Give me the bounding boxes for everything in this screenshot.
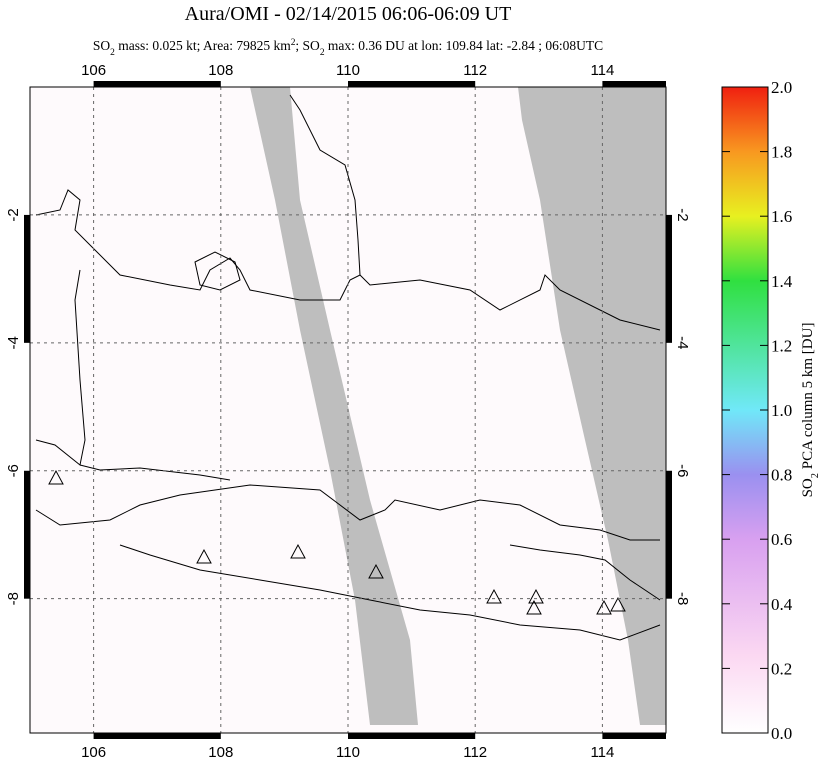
x-tick-label: 106 [81, 744, 106, 759]
colorbar-tick-label: 0.8 [771, 466, 792, 485]
y-tick-label: -2 [5, 208, 22, 221]
map-area [29, 86, 667, 734]
x-tick-label: 108 [208, 744, 233, 759]
colorbar-tick-label: 0.6 [771, 530, 792, 549]
colorbar-tick-label: 2.0 [771, 78, 792, 97]
coastline [35, 484, 660, 541]
colorbar-tick-label: 1.4 [771, 272, 793, 291]
colorbar-tick-label: 1.8 [771, 143, 792, 162]
colorbar-tick-label: 1.2 [771, 336, 792, 355]
x-tick-label: 110 [336, 744, 360, 759]
frame-bar [602, 733, 666, 739]
coastline [35, 189, 661, 331]
coastline [35, 269, 86, 466]
frame-bar [93, 81, 221, 87]
coastline [289, 94, 361, 276]
y-tick-label: -8 [674, 592, 691, 605]
volcano-markers [48, 469, 626, 615]
colorbar-tick-label: 0.4 [771, 595, 793, 614]
colorbar-axis: 0.0 0.2 0.4 0.6 0.8 1.0 1.2 1.4 1.6 1.8 2.0 [722, 78, 793, 743]
coastline [119, 544, 661, 641]
y-tick-label: -8 [5, 592, 22, 605]
y-tick-label: -6 [5, 464, 22, 477]
y-tick-label: -4 [674, 336, 691, 349]
x-tick-label: 114 [590, 744, 614, 759]
coastline [79, 464, 231, 481]
frame-bar [666, 470, 672, 599]
map-margin [30, 725, 666, 733]
text-segment: 2 [320, 48, 325, 58]
text-segment: ; SO [295, 38, 320, 53]
frame-bar [24, 214, 30, 343]
colorbar-tick-label: 1.6 [771, 207, 792, 226]
x-tick-label: 114 [590, 62, 614, 79]
y-tick-label: -4 [5, 336, 22, 349]
chart-subtitle: SO2 mass: 0.025 kt; Area: 79825 km2; SO2… [93, 38, 603, 58]
y-tick-label: -2 [674, 208, 691, 221]
text-segment: SO [93, 38, 111, 53]
text-segment: max: 0.36 DU at lon: 109.84 lat: -2.84 ;… [325, 38, 604, 53]
colorbar-label: SO2 PCA column 5 km [DU] [800, 323, 821, 498]
x-tick-label: 110 [336, 62, 360, 79]
text-segment: 2 [810, 473, 821, 478]
coastline [194, 251, 241, 291]
text-segment: 2 [291, 38, 296, 48]
colorbar-tick-label: 1.0 [771, 401, 792, 420]
frame-bar [348, 81, 476, 87]
x-tick-label: 112 [463, 62, 487, 79]
frame-bar [666, 214, 672, 343]
frame-bar [24, 470, 30, 599]
colorbar-tick-label: 0.0 [771, 724, 792, 743]
frame-bar [348, 733, 476, 739]
text-segment: 2 [110, 48, 115, 58]
frame-bar [602, 81, 666, 87]
coastline [509, 544, 661, 601]
colorbar-tick-label: 0.2 [771, 659, 792, 678]
text-segment: mass: 0.025 kt; Area: 79825 km [115, 38, 291, 53]
x-tick-label: 106 [81, 62, 106, 79]
chart-title: Aura/OMI - 02/14/2015 06:06-06:09 UT [185, 3, 512, 25]
no-data-swath [518, 87, 666, 725]
axes: 106 106 108 108 110 110 112 112 114 114 -2 -2 -4 -4 -6… [5, 62, 691, 761]
text-segment: SO [800, 478, 816, 497]
grid [30, 87, 666, 733]
text-segment: PCA column 5 km [DU] [800, 323, 816, 473]
x-tick-label: 108 [208, 62, 233, 79]
frame-bar [93, 733, 221, 739]
y-tick-label: -6 [674, 464, 691, 477]
x-tick-label: 112 [463, 744, 487, 759]
